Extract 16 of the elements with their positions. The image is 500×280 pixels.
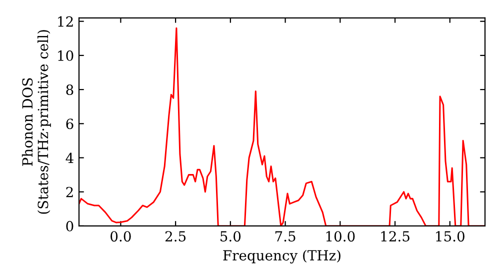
y-tick-label: 8 [66, 84, 74, 96]
x-tick-label: 7.5 [275, 231, 296, 242]
x-tick-label: 10.0 [326, 231, 355, 242]
y-tick-label: 10 [58, 50, 74, 61]
y-axis-title: Phonon DOS (States/THz·primitive cell) [22, 30, 51, 214]
x-tick-label: 0.0 [110, 231, 131, 242]
x-tick-label: 15.0 [436, 231, 464, 242]
y-tick-label: 2 [66, 186, 73, 198]
x-tick-label: 5.0 [220, 231, 241, 242]
y-tick-label: 0 [66, 220, 74, 232]
y-tick-label: 12 [58, 16, 73, 27]
x-axis-title: Frequency (THz) [223, 250, 340, 264]
x-tick-label: 12.5 [381, 231, 410, 242]
y-tick-label: 4 [66, 152, 74, 164]
y-tick-label: 6 [66, 118, 74, 130]
x-tick-label: 2.5 [165, 231, 186, 242]
